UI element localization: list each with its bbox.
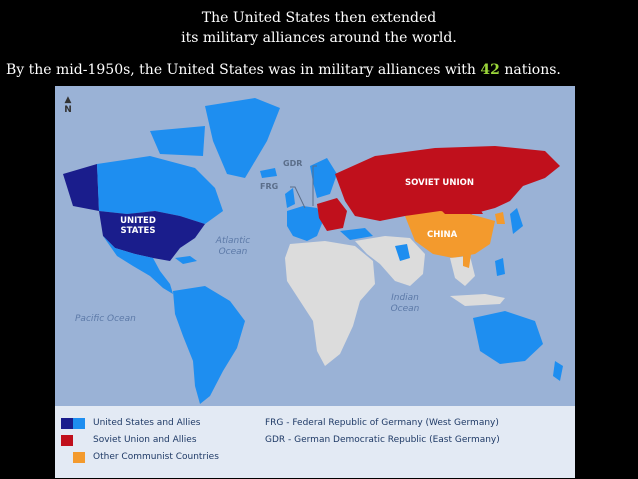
iceland-shape	[260, 168, 277, 178]
canada-shape	[97, 156, 223, 224]
southeast-asia-shape	[450, 256, 475, 286]
legend-other-communist: Other Communist Countries	[93, 452, 219, 462]
australia-shape	[473, 311, 543, 364]
alaska-shape	[63, 164, 99, 211]
new-zealand-shape	[553, 361, 563, 381]
north-label: N	[64, 105, 72, 115]
frg-leader-line	[290, 186, 306, 209]
subline-text-before: By the mid-1950s, the United States was …	[6, 62, 481, 78]
western-europe-shape	[287, 206, 323, 241]
legend-swatch-us-light	[73, 418, 85, 429]
atlantic-ocean-label: Atlantic Ocean	[203, 236, 263, 258]
alliance-count: 42	[480, 62, 500, 78]
mexico-central-america-shape	[103, 236, 173, 294]
gdr-label: GDR	[283, 159, 303, 168]
eastern-europe-shape	[317, 198, 347, 231]
soviet-union-shape	[335, 146, 560, 221]
legend-us-allies: United States and Allies	[93, 418, 201, 428]
scandinavia-shape	[310, 158, 337, 198]
north-arrow: ▲ N	[63, 95, 73, 115]
gdr-leader-line	[312, 165, 317, 206]
slide-heading: The United States then extended its mili…	[0, 8, 638, 48]
subline-text-after: nations.	[499, 62, 561, 78]
united-states-label-line-1: UNITED	[120, 216, 156, 226]
frg-label: FRG	[260, 182, 279, 191]
canadian-islands-shape	[150, 126, 205, 156]
heading-line-1: The United States then extended	[201, 10, 437, 26]
atlantic-ocean-label-line-1: Atlantic	[215, 236, 251, 246]
soviet-union-label: SOVIET UNION	[405, 178, 474, 188]
indonesia-shape	[450, 294, 505, 306]
philippines-shape	[495, 258, 505, 276]
mongolia-shape	[435, 201, 483, 214]
legend-swatch-other-communist	[73, 452, 85, 463]
indian-ocean-label-line-1: Indian	[391, 293, 419, 303]
atlantic-ocean-label-line-2: Ocean	[218, 247, 248, 257]
japan-shape	[510, 208, 523, 234]
legend-swatch-us-dark	[61, 418, 73, 429]
pakistan-shape	[395, 244, 410, 261]
united-states-label: UNITED STATES	[115, 216, 161, 236]
legend-swatch-soviet	[61, 435, 73, 446]
united-states-shape	[99, 211, 205, 261]
heading-line-2: its military alliances around the world.	[181, 30, 457, 46]
world-map: ▲ N GDR FRG SOVIET UNION CHINA UNITED ST…	[55, 86, 575, 478]
china-label: CHINA	[427, 230, 458, 240]
north-arrow-icon: ▲	[64, 95, 72, 105]
legend-frg-definition: FRG - Federal Republic of Germany (West …	[265, 418, 499, 428]
north-korea-shape	[495, 212, 505, 224]
map-graphic	[63, 98, 563, 404]
legend-soviet-allies: Soviet Union and Allies	[93, 435, 197, 445]
pacific-ocean-label: Pacific Ocean	[75, 314, 136, 324]
north-vietnam-shape	[463, 254, 471, 268]
china-shape	[405, 211, 495, 258]
caribbean-shape	[175, 256, 197, 264]
indian-ocean-label-line-2: Ocean	[390, 304, 420, 314]
slide-subline: By the mid-1950s, the United States was …	[6, 60, 636, 80]
map-legend: United States and Allies Soviet Union an…	[55, 406, 575, 478]
indian-ocean-label: Indian Ocean	[380, 293, 430, 315]
legend-gdr-definition: GDR - German Democratic Republic (East G…	[265, 435, 500, 445]
africa-shape	[285, 241, 375, 366]
greenland-shape	[205, 98, 280, 178]
south-america-shape	[173, 286, 245, 404]
turkey-shape	[340, 228, 373, 240]
uk-shape	[285, 188, 295, 208]
united-states-label-line-2: STATES	[120, 226, 156, 236]
